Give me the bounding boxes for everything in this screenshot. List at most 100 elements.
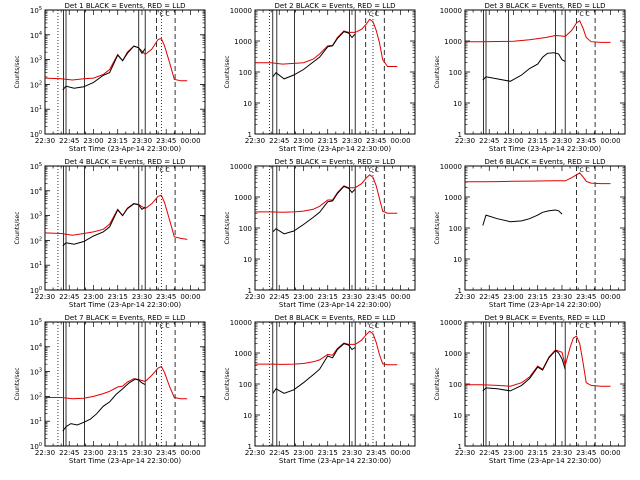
marker-label: C xyxy=(166,11,170,18)
series-events-black xyxy=(62,203,146,247)
x-tick-label: 23:45 xyxy=(576,449,596,457)
x-tick-label: 22:45 xyxy=(479,293,499,301)
y-tick-label: 1 xyxy=(248,131,252,139)
y-tick-label: 1 xyxy=(458,443,462,451)
y-tick-label: 1 xyxy=(458,131,462,139)
x-axis-label: Start Time (23-Apr-14 22:30:00) xyxy=(279,145,391,153)
plot-frame xyxy=(44,9,206,135)
panel-1: 100 101 102 103 104 105 22:30 22:45 23:00 23:15 23… xyxy=(14,2,206,153)
series-lld-red xyxy=(255,174,398,214)
x-tick-label: 23:30 xyxy=(132,449,152,457)
x-tick-label: 23:45 xyxy=(576,293,596,301)
y-tick-label: 1000 xyxy=(444,350,462,358)
x-tick-label: 22:30 xyxy=(245,293,265,301)
y-tick-label: 1 xyxy=(248,287,252,295)
marker-label: C xyxy=(586,11,590,18)
plot-frame xyxy=(254,9,416,135)
x-tick-label: 23:45 xyxy=(156,449,176,457)
y-tick-label: 102 xyxy=(30,80,42,89)
panel-title: Det 3 BLACK = Events, RED = LLD xyxy=(485,2,606,10)
y-tick-label: 103 xyxy=(30,56,42,65)
series-events-black xyxy=(62,378,146,432)
y-tick-label: 10 xyxy=(453,100,462,108)
y-axis-label: Counts/sec xyxy=(14,367,21,400)
marker-label: C xyxy=(369,11,373,18)
panel-title: Det 2 BLACK = Events, RED = LLD xyxy=(275,2,396,10)
x-tick-label: 00:00 xyxy=(180,293,200,301)
x-tick-label: 22:30 xyxy=(35,449,55,457)
y-tick-label: 105 xyxy=(30,6,42,15)
y-tick-label: 10 xyxy=(243,100,252,108)
marker-label: C xyxy=(586,167,590,174)
y-tick-label: 10 xyxy=(243,412,252,420)
panel-title: Det 9 BLACK = Events, RED = LLD xyxy=(485,314,606,322)
x-tick-label: 23:45 xyxy=(366,293,386,301)
x-tick-label: 23:30 xyxy=(132,137,152,145)
y-tick-label: 101 xyxy=(30,261,42,270)
plot-frame xyxy=(464,321,626,447)
y-tick-label: 1 xyxy=(248,443,252,451)
y-tick-label: 10000 xyxy=(440,163,462,171)
panel-title: Det 4 BLACK = Events, RED = LLD xyxy=(65,158,186,166)
x-axis-label: Start Time (23-Apr-14 22:30:00) xyxy=(489,301,601,309)
marker-label: C xyxy=(375,167,379,174)
panel-4: 100 101 102 103 104 105 22:30 22:45 23:00 23:15 23… xyxy=(14,158,206,309)
x-tick-label: 23:15 xyxy=(528,449,548,457)
y-tick-label: 10 xyxy=(453,412,462,420)
x-tick-label: 22:45 xyxy=(59,449,79,457)
y-tick-label: 101 xyxy=(30,105,42,114)
x-tick-label: 00:00 xyxy=(390,449,410,457)
marker-label: C xyxy=(160,11,164,18)
x-tick-label: 00:00 xyxy=(180,137,200,145)
y-axis-label: Counts/sec xyxy=(224,211,231,244)
x-tick-label: 23:00 xyxy=(83,449,103,457)
x-tick-label: 22:45 xyxy=(479,449,499,457)
y-tick-label: 1000 xyxy=(444,194,462,202)
x-tick-label: 23:15 xyxy=(318,137,338,145)
y-tick-label: 1000 xyxy=(234,350,252,358)
y-tick-label: 100 xyxy=(449,381,462,389)
x-tick-label: 23:00 xyxy=(293,137,313,145)
plot-frame xyxy=(44,321,206,447)
x-tick-label: 00:00 xyxy=(390,137,410,145)
x-tick-label: 23:00 xyxy=(503,293,523,301)
x-tick-label: 23:00 xyxy=(503,449,523,457)
x-tick-label: 22:30 xyxy=(455,137,475,145)
x-tick-label: 23:45 xyxy=(366,449,386,457)
series-lld-red xyxy=(465,20,611,43)
y-tick-label: 1000 xyxy=(444,38,462,46)
x-tick-label: 22:30 xyxy=(35,293,55,301)
y-tick-label: 100 xyxy=(449,69,462,77)
x-tick-label: 23:00 xyxy=(293,449,313,457)
marker-label: C xyxy=(580,323,584,330)
marker-label: C xyxy=(375,11,379,18)
panel-6: 1 10 100 1000 10000 22:30 22:45 23:00 23:15 23:30… xyxy=(434,158,626,309)
x-tick-label: 23:30 xyxy=(552,137,572,145)
y-tick-label: 10000 xyxy=(230,319,252,327)
x-tick-label: 23:30 xyxy=(552,293,572,301)
series-events-black xyxy=(272,31,356,80)
series-lld-red xyxy=(45,365,188,400)
x-tick-label: 23:00 xyxy=(293,293,313,301)
x-tick-label: 23:00 xyxy=(83,137,103,145)
y-tick-label: 1000 xyxy=(234,38,252,46)
x-tick-label: 23:15 xyxy=(318,293,338,301)
y-tick-label: 10000 xyxy=(230,163,252,171)
x-tick-label: 00:00 xyxy=(600,137,620,145)
x-tick-label: 22:30 xyxy=(35,137,55,145)
y-tick-label: 104 xyxy=(30,187,42,196)
x-axis-label: Start Time (23-Apr-14 22:30:00) xyxy=(489,457,601,465)
marker-label: C xyxy=(369,167,373,174)
x-tick-label: 00:00 xyxy=(390,293,410,301)
series-events-black xyxy=(482,52,566,82)
x-tick-label: 23:15 xyxy=(318,449,338,457)
x-tick-label: 22:30 xyxy=(245,449,265,457)
x-tick-label: 00:00 xyxy=(600,293,620,301)
marker-label: C xyxy=(166,167,170,174)
y-tick-label: 100 xyxy=(239,381,252,389)
y-tick-label: 102 xyxy=(30,236,42,245)
x-tick-label: 23:45 xyxy=(156,293,176,301)
x-tick-label: 22:45 xyxy=(59,293,79,301)
x-axis-label: Start Time (23-Apr-14 22:30:00) xyxy=(489,145,601,153)
y-tick-label: 100 xyxy=(239,225,252,233)
